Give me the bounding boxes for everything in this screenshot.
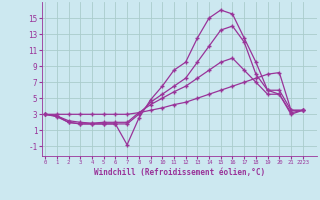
X-axis label: Windchill (Refroidissement éolien,°C): Windchill (Refroidissement éolien,°C) xyxy=(94,168,265,177)
